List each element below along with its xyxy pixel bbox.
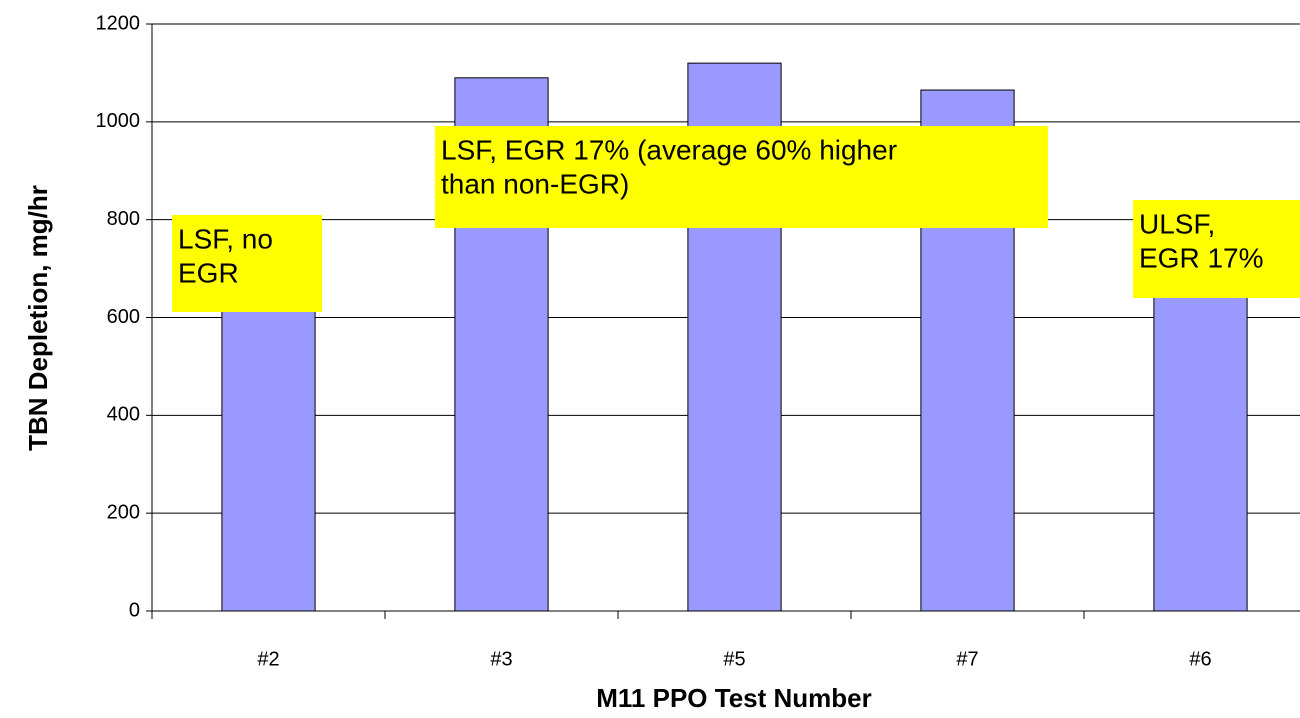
y-tick-label: 800 [107,208,140,230]
x-tick-label: #5 [723,648,745,670]
x-tick-label: #3 [490,648,512,670]
annotation-text: LSF, no [178,223,273,254]
y-tick-label: 1200 [96,12,141,34]
y-axis-title: TBN Depletion, mg/hr [23,185,53,451]
y-tick-label: 400 [107,404,140,426]
y-tick-label: 0 [129,599,140,621]
annotation-text: LSF, EGR 17% (average 60% higher [441,134,897,165]
bar [1153,292,1248,612]
annotation-text: EGR 17% [1139,242,1264,273]
x-axis-title: M11 PPO Test Number [596,683,872,713]
x-tick-label: #2 [257,648,279,670]
y-tick-label: 200 [107,501,140,523]
annotation-text: than non-EGR) [441,168,629,199]
x-tick-label: #6 [1189,648,1211,670]
annotation-box [172,215,322,312]
y-tick-label: 600 [107,306,140,328]
y-tick-label: 1000 [96,110,141,132]
annotation-box [435,126,1048,228]
annotation-box [1133,200,1300,298]
annotation-text: ULSF, [1139,208,1215,239]
x-tick-label: #7 [956,648,978,670]
annotation-text: EGR [178,257,239,288]
bar [221,292,316,612]
annotation: ULSF,EGR 17% [1133,200,1300,298]
